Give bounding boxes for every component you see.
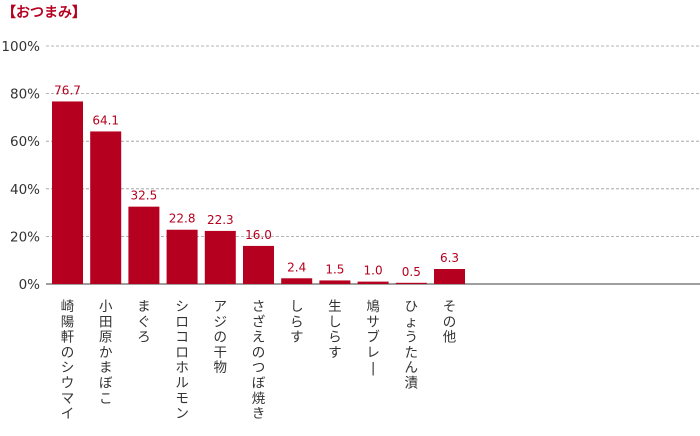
category-label: 小田原かまぼこ bbox=[99, 299, 113, 407]
bar bbox=[166, 229, 198, 284]
category-label: 鳩サブレ| bbox=[366, 299, 380, 376]
data-label: 16.0 bbox=[245, 228, 272, 242]
y-tick-label: 80% bbox=[10, 87, 40, 103]
chart-title: 【おつまみ】 bbox=[2, 5, 86, 21]
bar bbox=[319, 280, 351, 284]
data-label: 1.0 bbox=[364, 264, 383, 278]
y-tick-label: 60% bbox=[10, 134, 40, 150]
bar bbox=[357, 281, 389, 284]
y-tick-label: 100% bbox=[1, 39, 40, 55]
bar bbox=[243, 245, 274, 284]
category-label: さざえのつぼ焼き bbox=[252, 299, 266, 422]
bar bbox=[434, 269, 465, 284]
bar bbox=[90, 131, 122, 284]
data-label: 22.3 bbox=[207, 213, 234, 227]
data-label: 32.5 bbox=[131, 189, 158, 203]
bar bbox=[52, 101, 83, 284]
data-label: 1.5 bbox=[325, 262, 344, 276]
bar bbox=[281, 278, 313, 284]
y-axis-ticks: 0% 20% 40% 60% 80% 100% bbox=[1, 39, 40, 293]
data-labels: 76.7 64.1 32.5 22.8 22.3 16.0 2.4 1.5 1.0 0.5 6.3 bbox=[54, 83, 459, 278]
category-label: シロコロホルモン bbox=[175, 299, 189, 422]
bar bbox=[395, 282, 427, 284]
data-label: 6.3 bbox=[440, 251, 459, 265]
y-tick-label: 20% bbox=[10, 229, 40, 245]
category-label: しらす bbox=[290, 299, 304, 346]
category-labels: 崎陽軒のシウマイ 小田原かまぼこ まぐろ シロコロホルモン アジの干物 さざえのつぼ焼き し… bbox=[61, 299, 457, 422]
bar bbox=[128, 206, 160, 284]
bars bbox=[52, 101, 465, 284]
data-label: 22.8 bbox=[169, 212, 196, 226]
y-tick-label: 40% bbox=[10, 182, 40, 198]
data-label: 0.5 bbox=[402, 265, 421, 279]
data-label: 2.4 bbox=[287, 260, 306, 274]
category-label: 崎陽軒のシウマイ bbox=[61, 299, 75, 422]
category-label: ひょうたん漬 bbox=[405, 299, 419, 392]
data-label: 76.7 bbox=[54, 83, 81, 97]
y-tick-label: 0% bbox=[19, 277, 41, 293]
category-label: まぐろ bbox=[137, 299, 151, 346]
category-label: アジの干物 bbox=[214, 299, 228, 376]
data-label: 64.1 bbox=[92, 113, 119, 127]
category-label: 生しらす bbox=[328, 299, 342, 361]
category-label: その他 bbox=[443, 299, 457, 346]
bar bbox=[204, 230, 236, 284]
